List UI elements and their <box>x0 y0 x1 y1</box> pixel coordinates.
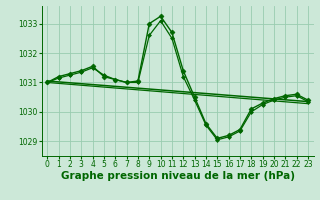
X-axis label: Graphe pression niveau de la mer (hPa): Graphe pression niveau de la mer (hPa) <box>60 171 295 181</box>
